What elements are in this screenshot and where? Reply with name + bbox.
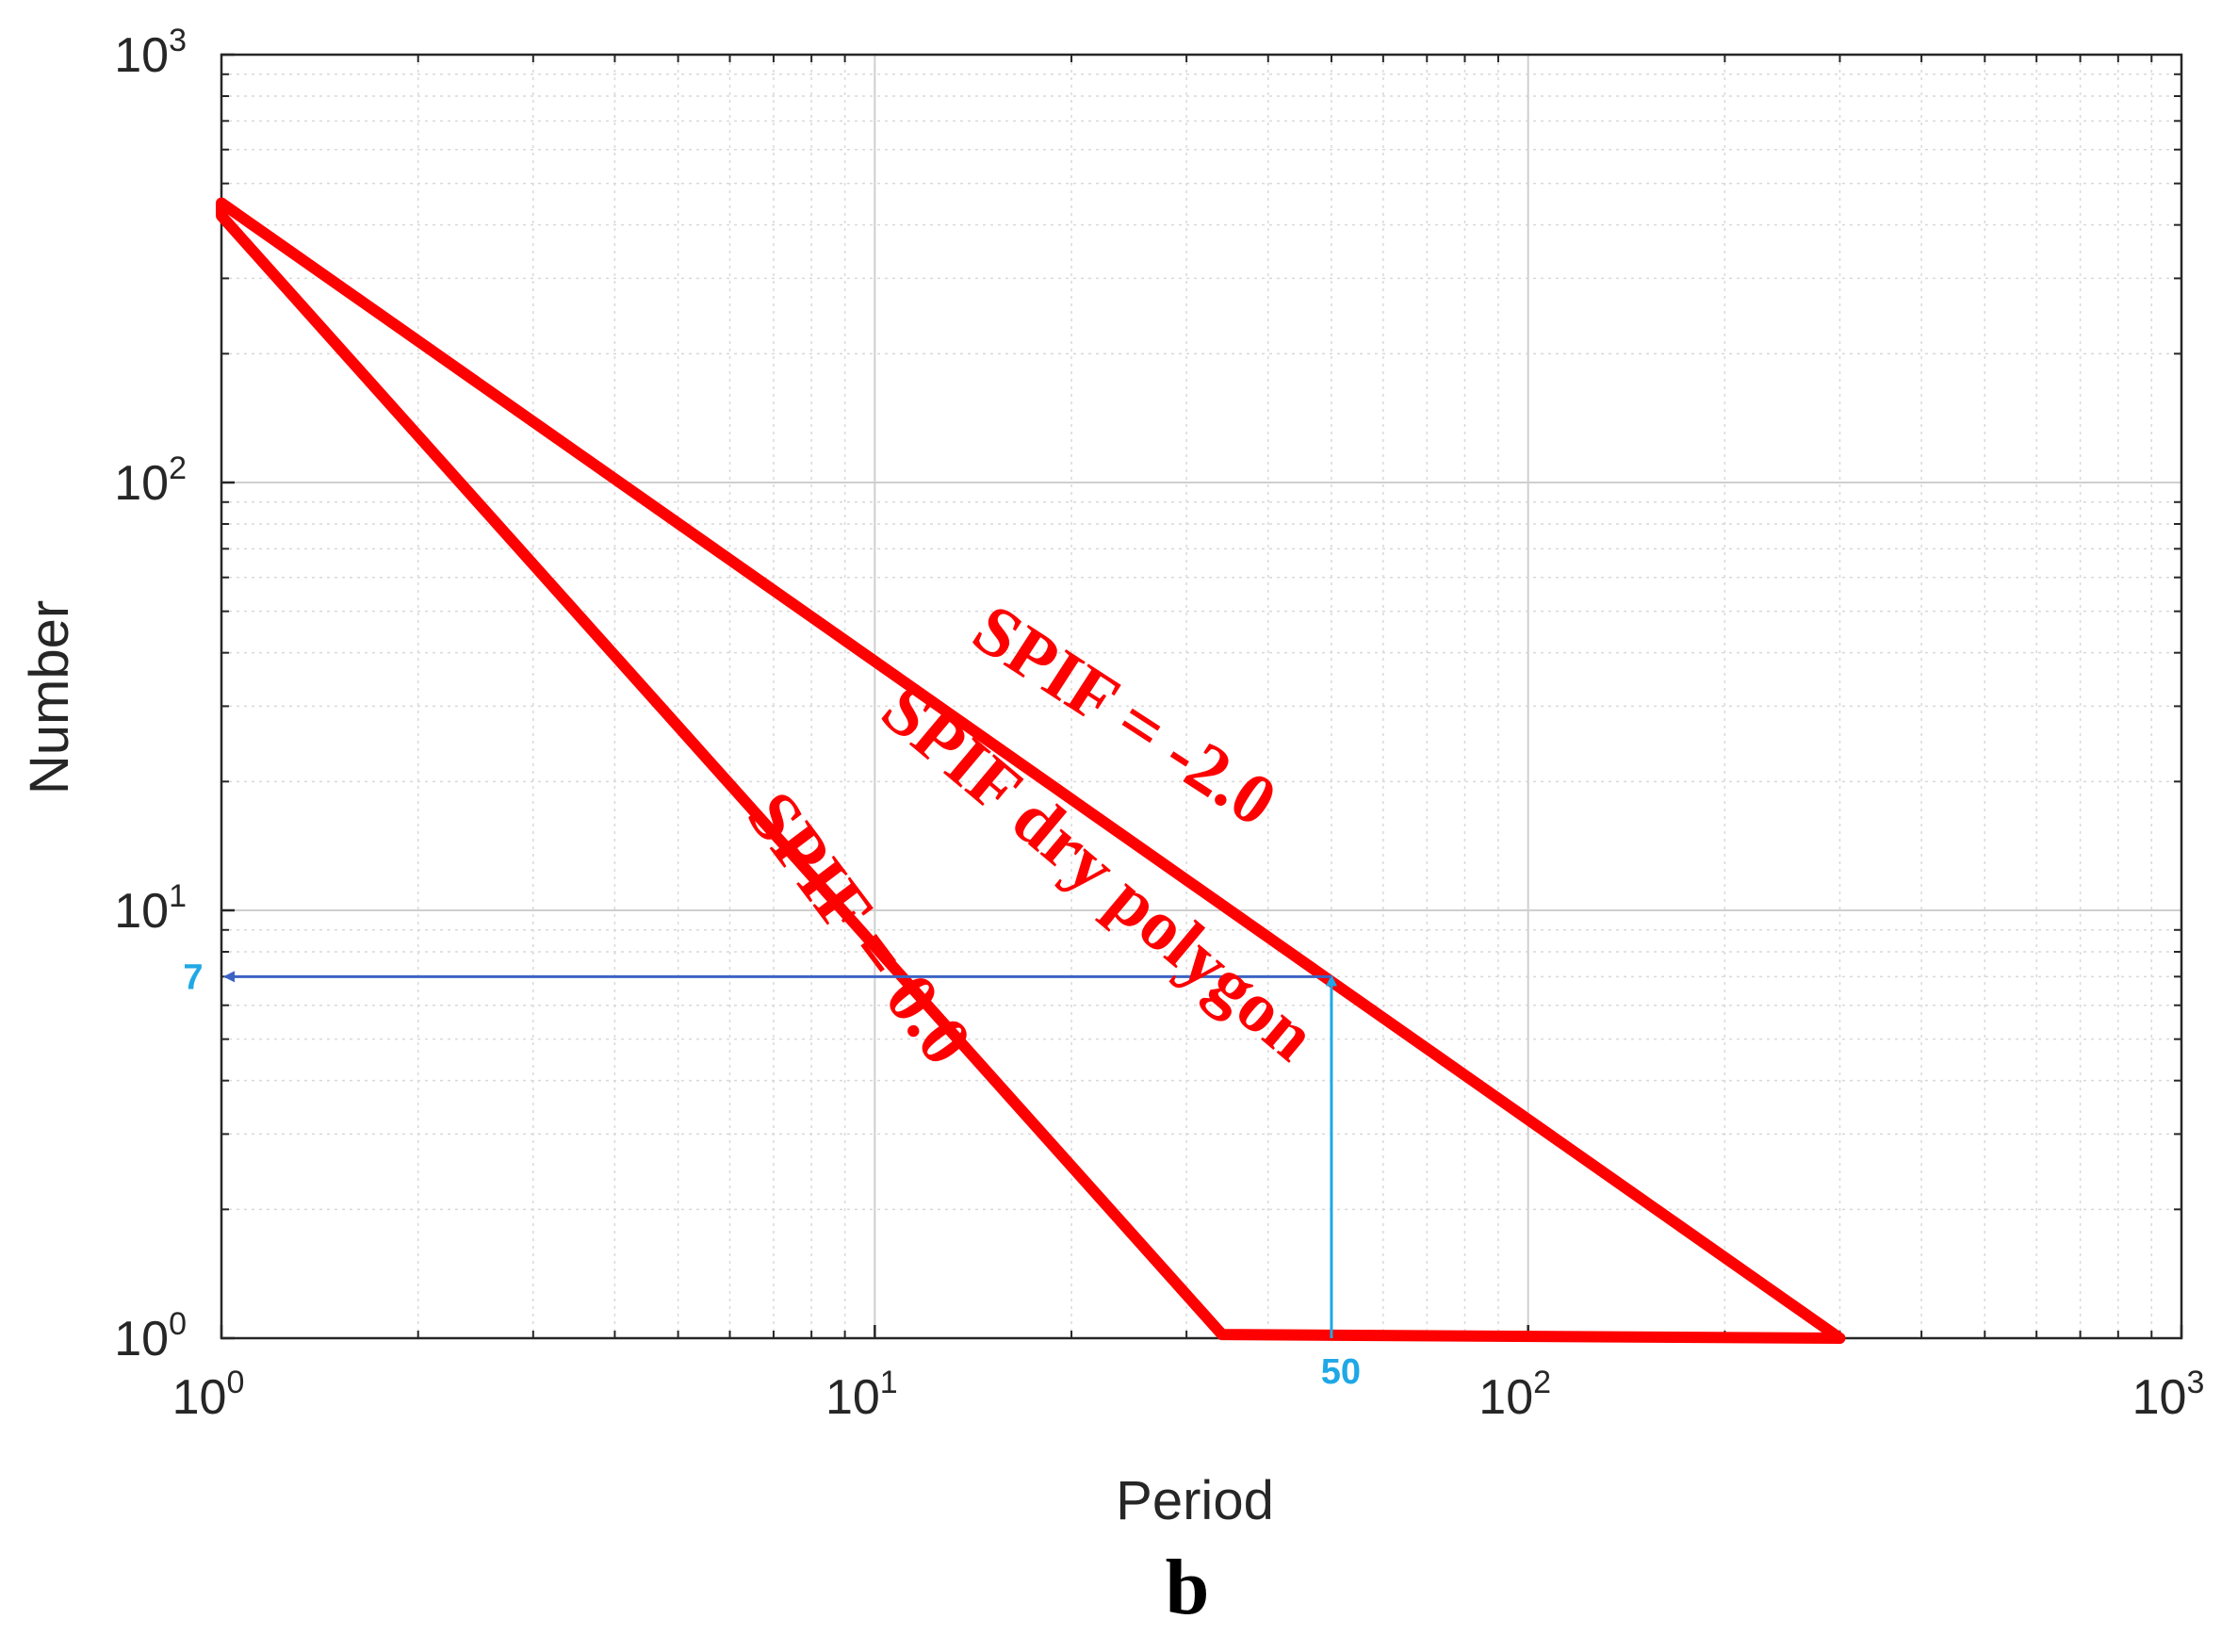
x-tick-labels: 100 101 102 103 [172,1365,2205,1425]
y-tick-label: 103 [114,23,187,83]
reading-x-label: 50 [1321,1352,1361,1392]
reading-y-label: 7 [183,957,203,997]
plot-frame [220,53,2183,1340]
x-axis-label: Period [1116,1470,1274,1531]
panel-label: b [1166,1544,1210,1631]
x-tick-label: 101 [825,1365,898,1425]
y-axis-label: Number [19,600,80,794]
spif-dry-polygon [216,197,1846,1344]
y-tick-label: 101 [114,878,187,939]
y-tick-label: 100 [114,1306,187,1366]
x-tick-label: 103 [2132,1365,2205,1425]
minor-grid [221,55,2181,1338]
y-tick-labels: 100 101 102 103 [114,23,187,1366]
y-tick-label: 102 [114,450,187,511]
x-tick-label: 100 [172,1365,245,1425]
x-tick-label: 102 [1478,1365,1551,1425]
plot-area [221,55,2181,1338]
